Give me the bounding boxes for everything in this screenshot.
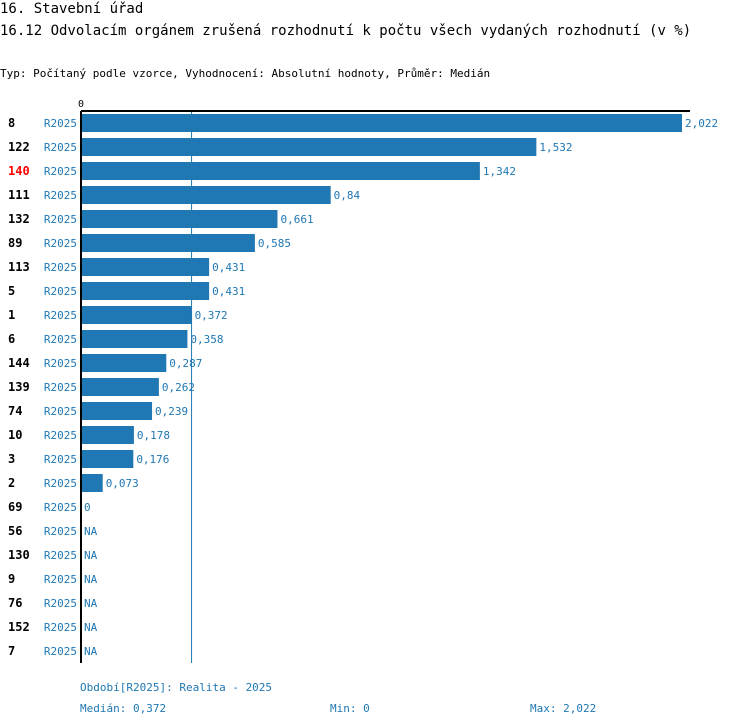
category-label: 140 (8, 164, 30, 178)
category-label: 132 (8, 212, 30, 226)
series-label: R2025 (44, 621, 77, 634)
footer-max: Max: 2,022 (530, 702, 597, 715)
data-label: 0,431 (212, 261, 245, 274)
series-label: R2025 (44, 189, 77, 202)
data-label: 0,661 (280, 213, 313, 226)
data-label: 1,532 (539, 141, 572, 154)
data-label: 0,431 (212, 285, 245, 298)
bar (81, 306, 192, 324)
bar (81, 282, 210, 300)
bar (81, 138, 537, 156)
category-label: 5 (8, 284, 15, 298)
series-label: R2025 (44, 237, 77, 250)
bar (81, 114, 682, 132)
data-label: 0,358 (190, 333, 223, 346)
axis-zero-label: 0 (78, 99, 84, 110)
series-label: R2025 (44, 117, 77, 130)
category-label: 2 (8, 476, 15, 490)
bar (81, 234, 255, 252)
data-label: NA (84, 645, 98, 658)
category-label: 8 (8, 116, 15, 130)
category-label: 113 (8, 260, 30, 274)
series-label: R2025 (44, 477, 77, 490)
category-label: 130 (8, 548, 30, 562)
bar (81, 378, 159, 396)
series-label: R2025 (44, 525, 77, 538)
series-label: R2025 (44, 357, 77, 370)
bar (81, 474, 103, 492)
bar (81, 210, 278, 228)
data-label: 0,585 (258, 237, 291, 250)
data-label: 0,372 (195, 309, 228, 322)
series-label: R2025 (44, 141, 77, 154)
category-label: 152 (8, 620, 30, 634)
series-label: R2025 (44, 381, 77, 394)
data-label: NA (84, 573, 98, 586)
series-label: R2025 (44, 405, 77, 418)
category-label: 9 (8, 572, 15, 586)
data-label: NA (84, 525, 98, 538)
category-label: 1 (8, 308, 15, 322)
chart-subtitle: 16.12 Odvolacím orgánem zrušená rozhodnu… (0, 23, 692, 39)
series-label: R2025 (44, 453, 77, 466)
category-label: 74 (8, 404, 22, 418)
series-label: R2025 (44, 429, 77, 442)
category-label: 7 (8, 644, 15, 658)
data-label: 0,262 (162, 381, 195, 394)
category-label: 56 (8, 524, 22, 538)
data-label: 2,022 (685, 117, 718, 130)
category-label: 76 (8, 596, 22, 610)
bar (81, 162, 480, 180)
data-label: 1,342 (483, 165, 516, 178)
category-label: 6 (8, 332, 15, 346)
series-label: R2025 (44, 333, 77, 346)
data-label: 0,287 (169, 357, 202, 370)
bar (81, 402, 153, 420)
chart-meta-info: Typ: Počítaný podle vzorce, Vyhodnocení:… (0, 67, 491, 80)
category-label: 3 (8, 452, 15, 466)
data-label: 0,176 (136, 453, 169, 466)
footer-period: Období[R2025]: Realita - 2025 (80, 681, 273, 694)
data-label: 0,84 (334, 189, 361, 202)
bar (81, 450, 134, 468)
data-label: NA (84, 621, 98, 634)
bar (81, 330, 188, 348)
series-label: R2025 (44, 213, 77, 226)
category-label: 139 (8, 380, 30, 394)
series-label: R2025 (44, 165, 77, 178)
bar (81, 258, 210, 276)
page-title: 16. Stavební úřad (0, 1, 144, 17)
series-label: R2025 (44, 309, 77, 322)
series-label: R2025 (44, 285, 77, 298)
category-label: 10 (8, 428, 22, 442)
footer-min: Min: 0 (330, 702, 370, 715)
bar (81, 354, 167, 372)
data-label: NA (84, 549, 98, 562)
footer-median: Medián: 0,372 (80, 702, 167, 715)
series-label: R2025 (44, 645, 77, 658)
category-label: 89 (8, 236, 22, 250)
bar (81, 426, 134, 444)
data-label: NA (84, 597, 98, 610)
data-label: 0,239 (155, 405, 188, 418)
series-label: R2025 (44, 261, 77, 274)
series-label: R2025 (44, 573, 77, 586)
category-label: 69 (8, 500, 22, 514)
category-label: 144 (8, 356, 30, 370)
bar (81, 186, 331, 204)
data-label: 0 (84, 501, 91, 514)
series-label: R2025 (44, 549, 77, 562)
series-label: R2025 (44, 597, 77, 610)
category-label: 122 (8, 140, 30, 154)
series-label: R2025 (44, 501, 77, 514)
data-label: 0,178 (137, 429, 170, 442)
data-label: 0,073 (106, 477, 139, 490)
category-label: 111 (8, 188, 30, 202)
